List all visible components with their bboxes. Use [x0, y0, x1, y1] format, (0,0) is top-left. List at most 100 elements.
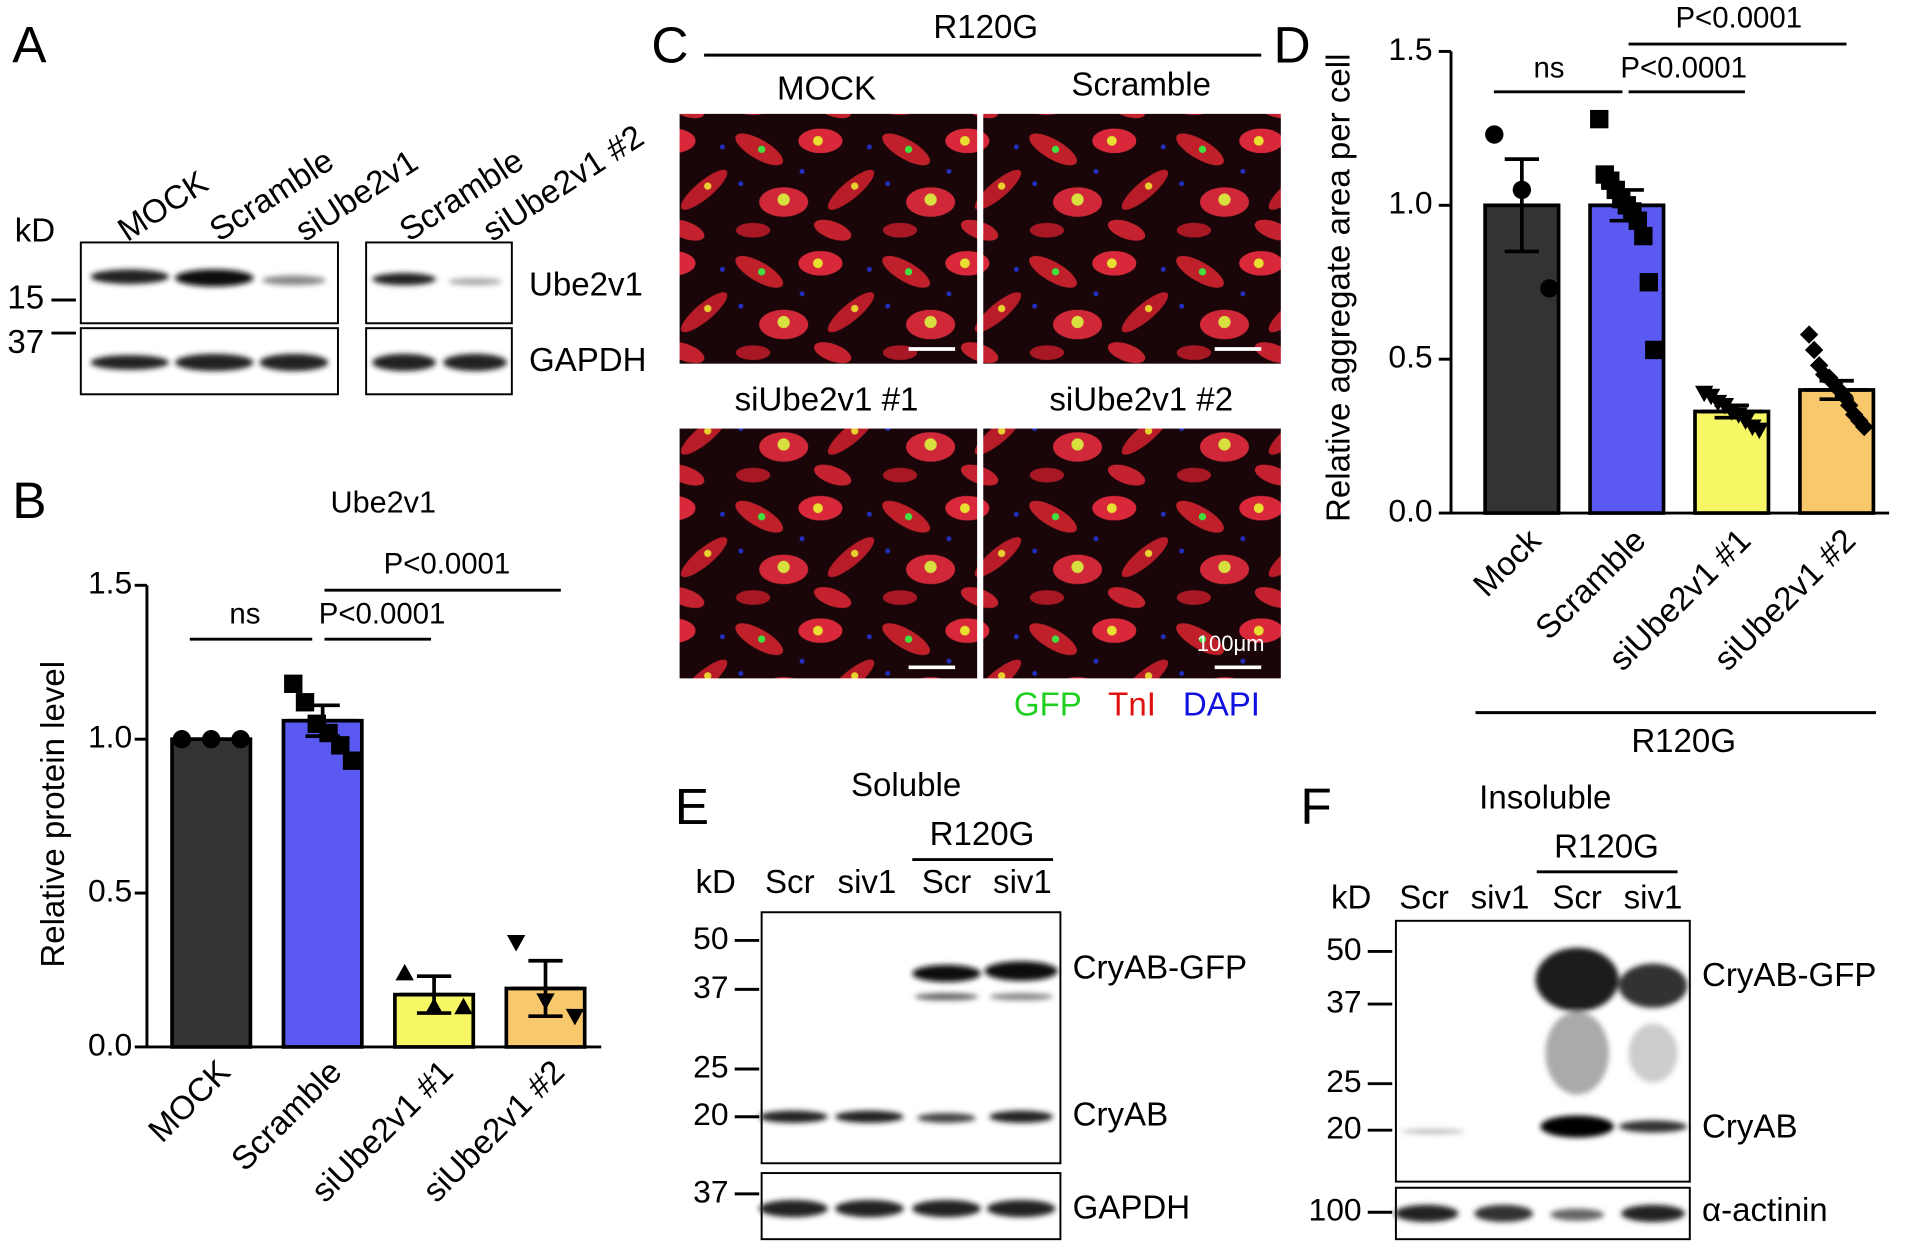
marker-label: 37	[693, 1173, 728, 1209]
scale-label: 100μm	[1197, 631, 1265, 656]
x-tick-label: MOCK	[141, 1053, 237, 1149]
image-label: MOCK	[777, 70, 876, 107]
data-point	[295, 693, 315, 712]
data-point	[565, 1008, 585, 1026]
annotation: P<0.0001	[319, 598, 446, 631]
micrograph	[679, 113, 978, 364]
data-point	[1634, 226, 1653, 246]
unit-label: kD	[1331, 880, 1371, 917]
micrograph	[983, 113, 1281, 364]
marker-label: 25	[1326, 1063, 1361, 1099]
annotation: P<0.0001	[1675, 1, 1802, 34]
bar	[1588, 203, 1666, 515]
data-point	[395, 963, 414, 981]
panel-label: C	[651, 16, 688, 74]
data-point	[284, 674, 303, 693]
y-axis-label: Relative aggregate area per cell	[1321, 54, 1358, 522]
row-label: CryAB-GFP	[1702, 957, 1876, 994]
data-point	[172, 730, 192, 749]
blot	[760, 911, 1062, 1165]
data-point	[202, 730, 221, 749]
lane-label: siv1	[838, 864, 897, 901]
lane-label: MOCK	[111, 164, 214, 249]
image-label: Scramble	[1071, 67, 1211, 104]
lane-label: Scr	[765, 864, 815, 901]
group-label: R120G	[930, 816, 1035, 853]
panel-label: F	[1300, 777, 1331, 835]
row-label: GAPDH	[1073, 1190, 1191, 1227]
bar	[170, 737, 253, 1049]
data-point	[536, 993, 555, 1010]
marker-label: 50	[1326, 931, 1361, 967]
fraction-label: Insoluble	[1479, 779, 1611, 816]
y-axis-label: Relative protein level	[35, 661, 72, 968]
marker-label: 25	[693, 1048, 728, 1084]
marker-label: 20	[693, 1096, 728, 1132]
micrograph	[679, 428, 978, 679]
row-label: CryAB	[1702, 1109, 1797, 1146]
marker-label: 37	[693, 969, 728, 1005]
image-label: siUbe2v1 #2	[1049, 381, 1233, 418]
y-tick-label: 1.5	[88, 565, 132, 601]
image-label: siUbe2v1 #1	[735, 381, 919, 418]
row-label: CryAB-GFP	[1073, 950, 1247, 987]
y-tick-label: 1.0	[1388, 185, 1432, 221]
group-label: R120G	[1554, 828, 1659, 865]
marker-label: 15	[7, 280, 44, 317]
data-point	[1639, 273, 1659, 292]
bar	[1483, 203, 1561, 515]
y-tick-label: 0.5	[88, 872, 132, 908]
y-tick-label: 0.5	[1388, 339, 1432, 375]
chart-title: Ube2v1	[331, 486, 437, 520]
lane-label: Scr	[1399, 880, 1449, 917]
lane-label: siv1	[1624, 880, 1683, 917]
lane-label: Scr	[922, 864, 972, 901]
row-label: α-actinin	[1702, 1192, 1828, 1229]
bands	[759, 961, 1058, 1218]
fraction-label: Soluble	[851, 767, 961, 804]
data-point	[1645, 340, 1664, 360]
error-bar	[1490, 157, 1554, 254]
data-point	[1750, 422, 1769, 440]
data-point	[1485, 125, 1504, 144]
micrograph	[983, 428, 1281, 679]
unit-label: kD	[15, 212, 55, 249]
marker-label: 20	[1326, 1110, 1361, 1146]
annotation: P<0.0001	[384, 547, 511, 580]
marker-label: 37	[1326, 983, 1361, 1019]
legend-item: DAPI	[1183, 686, 1260, 723]
annotation: ns	[1533, 52, 1564, 85]
panel-label: B	[12, 471, 46, 529]
bands	[90, 269, 507, 372]
legend-item: TnI	[1108, 686, 1156, 723]
x-tick-label: Mock	[1466, 522, 1548, 604]
marker-label: 37	[7, 324, 44, 361]
data-point	[506, 934, 526, 952]
data-point	[1799, 325, 1819, 344]
data-point	[424, 997, 444, 1015]
data-point	[331, 736, 350, 755]
marker-ticks	[1367, 949, 1393, 1214]
data-point	[1512, 180, 1532, 200]
panel-label: D	[1273, 16, 1310, 74]
data-point	[1590, 109, 1609, 129]
data-point	[1628, 211, 1647, 230]
data-point	[1804, 340, 1824, 360]
lane-label: siv1	[993, 864, 1052, 901]
row-label: Ube2v1	[529, 266, 643, 303]
y-tick-label: 0.0	[1388, 492, 1432, 528]
marker-label: 100	[1309, 1192, 1362, 1228]
y-tick-label: 1.5	[1388, 31, 1432, 67]
bands	[1394, 947, 1688, 1223]
lane-label: Scr	[1552, 880, 1602, 917]
row-label: CryAB	[1073, 1096, 1168, 1133]
error-bar	[511, 958, 580, 1019]
data-point	[454, 997, 473, 1015]
panel-label: E	[675, 777, 709, 835]
data-point	[342, 751, 362, 770]
annotation: P<0.0001	[1620, 52, 1747, 85]
error-bar	[399, 974, 469, 1015]
annotation: ns	[229, 598, 260, 631]
